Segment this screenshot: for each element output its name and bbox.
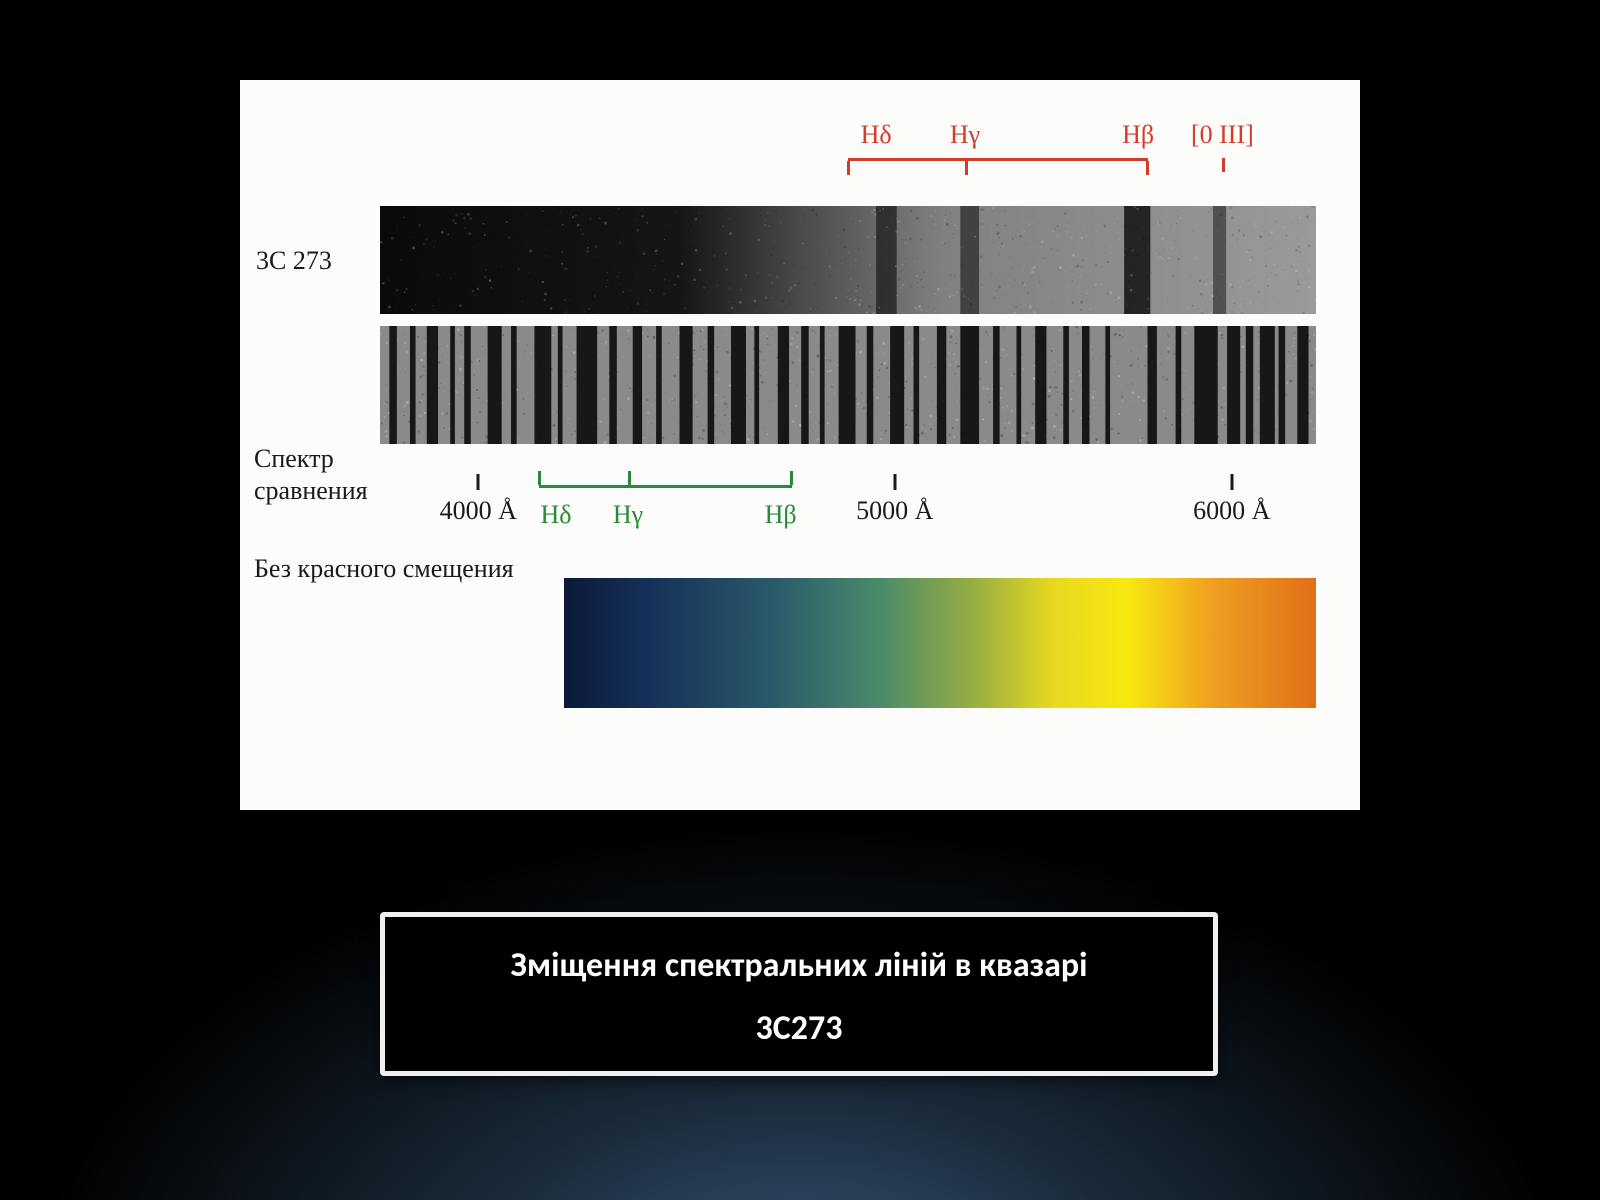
- quasar-label: 3C 273: [256, 246, 332, 276]
- rest-frame-bracket: [539, 474, 792, 488]
- visible-light-spectrum-bar: [564, 578, 1316, 708]
- rest-frame-label-H: Hβ: [765, 500, 797, 530]
- redshifted-label-H: Hγ: [950, 120, 980, 150]
- caption-box: Зміщення спектральних ліній в квазарі 3С…: [380, 912, 1218, 1076]
- redshifted-bracket-mid-tick: [965, 161, 968, 175]
- caption-line-1: Зміщення спектральних ліній в квазарі: [415, 945, 1183, 986]
- wavelength-label: 6000 Å: [1193, 496, 1270, 526]
- rest-frame-line-markers: 4000 Å 5000 Å 6000 Å Hδ Hγ Hβ: [380, 474, 1316, 554]
- wavelength-label: 4000 Å: [440, 496, 517, 526]
- redshifted-label-0III: [0 III]: [1191, 120, 1254, 150]
- spectrum-figure-panel: Hδ Hγ Hβ [0 III] 3C 273 Спектр сравнения 40…: [240, 80, 1360, 810]
- wavelength-tick: [1230, 474, 1233, 490]
- no-redshift-label: Без красного смещения: [254, 554, 514, 584]
- redshifted-label-H: Hδ: [861, 120, 892, 150]
- rest-frame-bracket-mid-tick: [628, 471, 631, 485]
- redshifted-label-H: Hβ: [1122, 120, 1154, 150]
- redshifted-bracket: [848, 158, 1148, 172]
- comparison-label-line2: сравнения: [254, 476, 368, 506]
- comparison-label-line1: Спектр: [254, 444, 334, 474]
- redshifted-oiii-tick: [1222, 158, 1225, 172]
- rest-frame-label-H: Hδ: [540, 500, 571, 530]
- redshifted-line-markers: Hδ Hγ Hβ [0 III]: [380, 120, 1316, 200]
- wavelength-tick: [893, 474, 896, 490]
- rest-frame-label-H: Hγ: [613, 500, 643, 530]
- comparison-spectrum-strip: [380, 326, 1316, 444]
- caption-line-2: 3С273: [415, 1008, 1183, 1049]
- wavelength-label: 5000 Å: [856, 496, 933, 526]
- quasar-spectrum-strip: [380, 206, 1316, 314]
- wavelength-tick: [477, 474, 480, 490]
